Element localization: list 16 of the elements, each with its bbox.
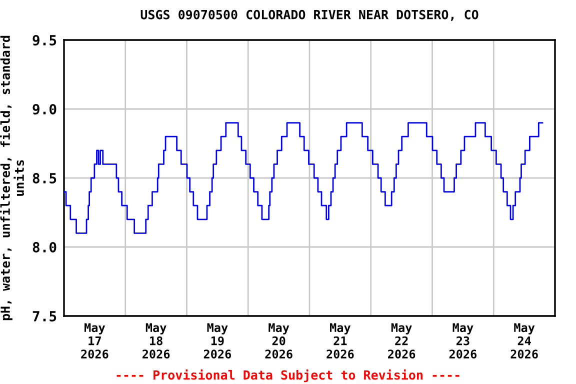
x-tick-label: May 21 2026: [326, 323, 354, 359]
x-tick-label: May 22 2026: [388, 323, 416, 359]
x-tick-label: May 23 2026: [449, 323, 477, 359]
chart-title: USGS 09070500 COLORADO RIVER NEAR DOTSERO, CO: [140, 10, 478, 21]
y-axis-title: pH, water, unfiltered, field, standard units: [0, 36, 24, 320]
y-tick-label: 7.5: [32, 311, 56, 322]
x-tick-label: May 17 2026: [81, 323, 108, 359]
y-tick-label: 8.5: [32, 172, 56, 184]
x-tick-label: May 18 2026: [142, 323, 170, 359]
x-tick-label: May 20 2026: [265, 323, 292, 359]
x-tick-label: May 24 2026: [510, 323, 538, 359]
y-tick-label: 9.5: [32, 35, 56, 46]
y-tick-label: 8.0: [32, 242, 56, 252]
text: ---- Provisional Data Subject to Revision ----: [116, 369, 460, 382]
x-tick-label: May 19 2026: [204, 323, 232, 359]
y-tick-label: 9.0: [32, 104, 56, 115]
